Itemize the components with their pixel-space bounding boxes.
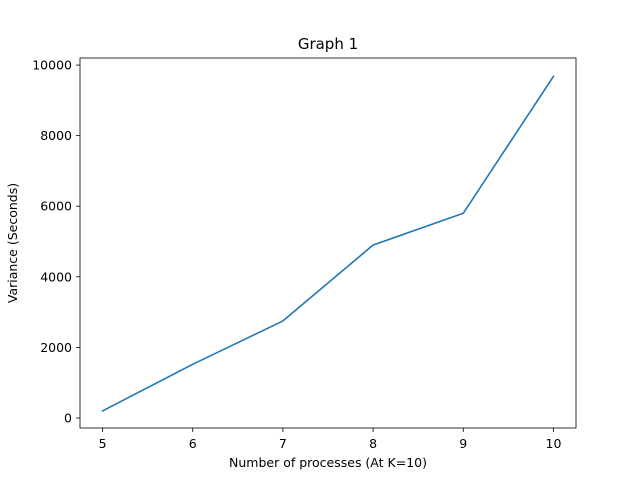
x-tick-label: 10 (546, 436, 562, 451)
y-tick-label: 10000 (32, 58, 72, 73)
series-layer (101, 75, 555, 412)
y-tick-label: 8000 (40, 128, 72, 143)
series-line (101, 75, 555, 412)
x-tick-label: 9 (459, 436, 467, 451)
y-axis-ticks: 0 2000 4000 6000 8000 10000 (32, 58, 80, 425)
plot-frame (79, 57, 577, 429)
x-tick-label: 5 (99, 436, 107, 451)
y-tick-label: 4000 (40, 269, 72, 284)
x-axis-label: Number of processes (At K=10) (229, 455, 427, 470)
x-tick-label: 8 (369, 436, 377, 451)
chart-title: Graph 1 (298, 35, 358, 53)
plot-area (79, 57, 577, 429)
y-tick-label: 6000 (40, 199, 72, 214)
y-tick-label: 2000 (40, 340, 72, 355)
x-tick-label: 6 (189, 436, 197, 451)
x-axis-ticks: 5 6 7 8 9 10 (99, 428, 562, 451)
x-tick-label: 7 (279, 436, 287, 451)
y-axis-label: Variance (Seconds) (5, 183, 20, 303)
y-tick-label: 0 (64, 410, 72, 425)
